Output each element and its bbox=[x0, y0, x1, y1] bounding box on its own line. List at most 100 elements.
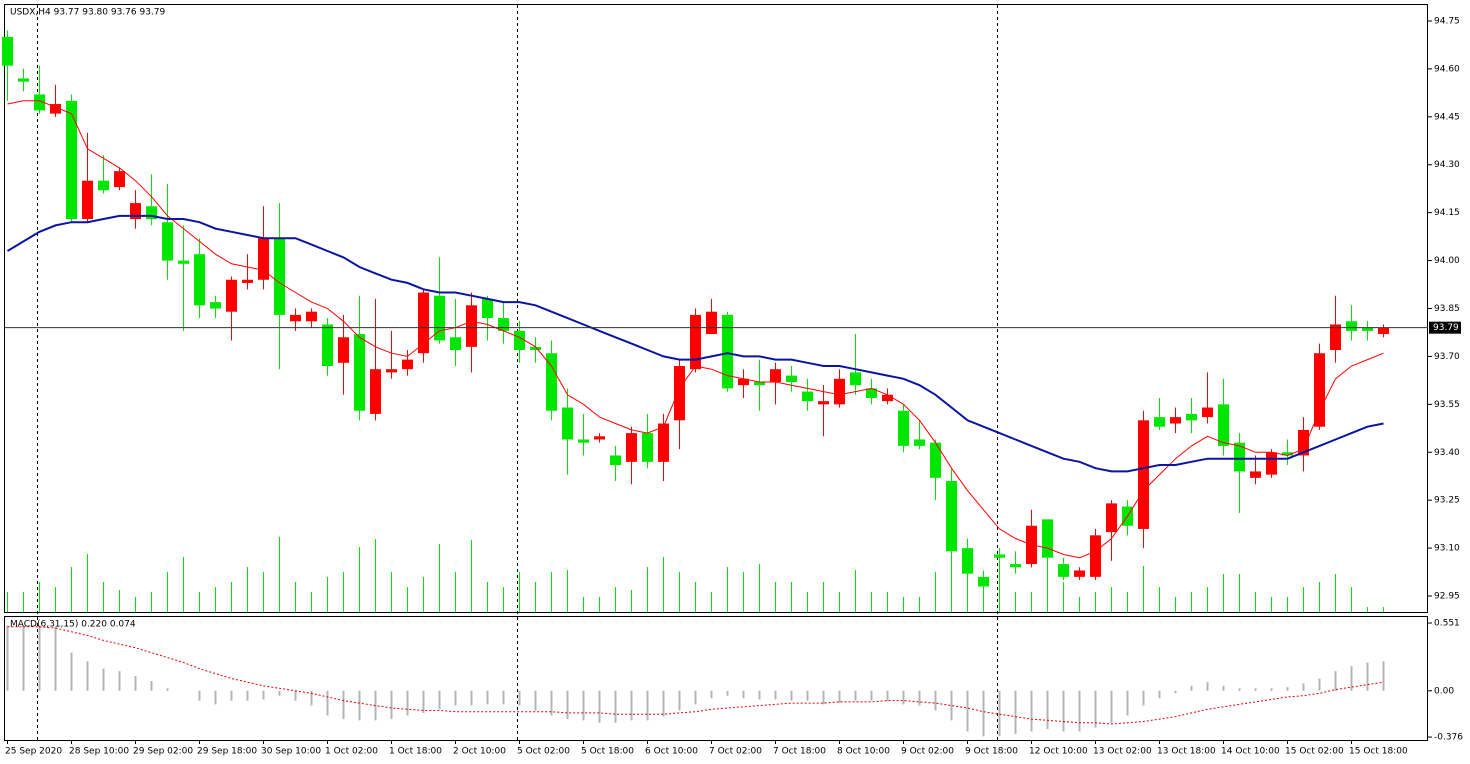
x-tick-label: 29 Sep 18:00 bbox=[197, 747, 257, 757]
x-tick-label: 12 Oct 10:00 bbox=[1029, 747, 1088, 757]
y-tick-label: 93.85 bbox=[1434, 304, 1460, 314]
candle-body bbox=[146, 206, 157, 220]
candle-body bbox=[514, 330, 525, 351]
x-tick-label: 1 Oct 18:00 bbox=[389, 747, 442, 757]
candle-body bbox=[290, 314, 301, 322]
x-tick-label: 13 Oct 18:00 bbox=[1157, 747, 1216, 757]
candle-body bbox=[178, 260, 189, 264]
current-price-box bbox=[1429, 321, 1461, 334]
x-tick-label: 7 Oct 02:00 bbox=[709, 747, 762, 757]
candle-body bbox=[882, 394, 893, 402]
candle-body bbox=[306, 311, 317, 322]
candle-body bbox=[674, 366, 685, 421]
candle-body bbox=[994, 554, 1005, 558]
candle-body bbox=[834, 378, 845, 405]
x-tick-label: 29 Sep 02:00 bbox=[133, 747, 193, 757]
y-tick-label: 94.30 bbox=[1434, 160, 1460, 170]
y-tick-label: 94.45 bbox=[1434, 112, 1460, 122]
candle-body bbox=[1362, 327, 1373, 331]
candle-body bbox=[130, 203, 141, 220]
y-tick-label: -0.376 bbox=[1434, 733, 1463, 743]
candle-body bbox=[1170, 417, 1181, 424]
candle-body bbox=[258, 238, 269, 280]
candle-body bbox=[34, 94, 45, 111]
candle-body bbox=[1266, 452, 1277, 475]
x-tick-label: 9 Oct 02:00 bbox=[901, 747, 954, 757]
candle-body bbox=[658, 423, 669, 462]
candle-body bbox=[1234, 442, 1245, 472]
candle-body bbox=[466, 305, 477, 347]
y-tick-label: 94.15 bbox=[1434, 208, 1460, 218]
candle-body bbox=[18, 78, 29, 82]
x-tick-label: 15 Oct 02:00 bbox=[1285, 747, 1344, 757]
candle-body bbox=[1090, 535, 1101, 577]
y-tick-label: 93.70 bbox=[1434, 352, 1460, 362]
moving-average bbox=[6, 214, 1384, 473]
candle-body bbox=[162, 222, 173, 261]
signal-line bbox=[7, 626, 1384, 725]
candle-body bbox=[1058, 564, 1069, 577]
candle-body bbox=[274, 238, 285, 315]
candle-body bbox=[1250, 471, 1261, 478]
candle-body bbox=[946, 481, 957, 552]
candle-body bbox=[1314, 353, 1325, 427]
macd-title: MACD(6,31,15) 0.220 0.074 bbox=[10, 620, 136, 630]
candle-body bbox=[1282, 452, 1293, 456]
candle-body bbox=[898, 410, 909, 446]
candle-body bbox=[482, 298, 493, 319]
y-tick-label: 94.00 bbox=[1434, 256, 1460, 266]
candle-body bbox=[1218, 404, 1229, 446]
candle-body bbox=[850, 372, 861, 386]
candle-body bbox=[770, 369, 781, 382]
x-tick-label: 2 Oct 10:00 bbox=[453, 747, 506, 757]
candle-body bbox=[1330, 324, 1341, 351]
candle-body bbox=[370, 369, 381, 414]
candle-body bbox=[418, 292, 429, 354]
candle-body bbox=[434, 295, 445, 341]
candle-body bbox=[914, 439, 925, 446]
x-tick-label: 25 Sep 2020 bbox=[5, 747, 62, 757]
candle-body bbox=[50, 104, 61, 114]
candle-body bbox=[114, 171, 125, 188]
y-tick-label: 93.40 bbox=[1434, 448, 1460, 458]
candle-body bbox=[978, 576, 989, 587]
candle-body bbox=[66, 100, 77, 220]
candle-body bbox=[226, 279, 237, 312]
candle-body bbox=[402, 359, 413, 370]
candle-body bbox=[2, 36, 13, 66]
y-tick-label: 92.95 bbox=[1434, 592, 1460, 602]
plot-layer: 94.75 94.60 94.45 94.30 94.15 94.00 93.85 93.70… bbox=[2, 16, 1463, 757]
candle-body bbox=[642, 433, 653, 462]
candle-body bbox=[1138, 420, 1149, 529]
candle-body bbox=[626, 433, 637, 462]
candle-body bbox=[530, 346, 541, 351]
y-tick-label: 94.60 bbox=[1434, 64, 1460, 74]
y-tick-label: 93.25 bbox=[1434, 496, 1460, 506]
candle-body bbox=[738, 378, 749, 386]
candle-body bbox=[498, 318, 509, 331]
candle-body bbox=[386, 369, 397, 373]
candle-body bbox=[98, 180, 109, 191]
x-tick-label: 14 Oct 10:00 bbox=[1221, 747, 1280, 757]
candle-body bbox=[450, 337, 461, 351]
candle-body bbox=[1346, 321, 1357, 331]
candle-body bbox=[1042, 519, 1053, 558]
candle-body bbox=[706, 311, 717, 335]
macd-pane-border bbox=[4, 616, 1428, 741]
x-tick-label: 5 Oct 18:00 bbox=[581, 747, 634, 757]
x-tick-label: 9 Oct 18:00 bbox=[965, 747, 1018, 757]
candle-body bbox=[1010, 564, 1021, 568]
current-price-label: 93.79 bbox=[1433, 323, 1459, 333]
x-tick-label: 30 Sep 10:00 bbox=[261, 747, 321, 757]
x-tick-label: 5 Oct 02:00 bbox=[517, 747, 570, 757]
candle-body bbox=[338, 337, 349, 363]
moving-average bbox=[7, 100, 1384, 559]
x-tick-label: 6 Oct 10:00 bbox=[645, 747, 698, 757]
main-pane-border bbox=[4, 4, 1428, 613]
candle-body bbox=[722, 314, 733, 389]
candle-body bbox=[1378, 327, 1389, 335]
candle-body bbox=[690, 314, 701, 370]
y-tick-label: 94.75 bbox=[1434, 16, 1460, 26]
